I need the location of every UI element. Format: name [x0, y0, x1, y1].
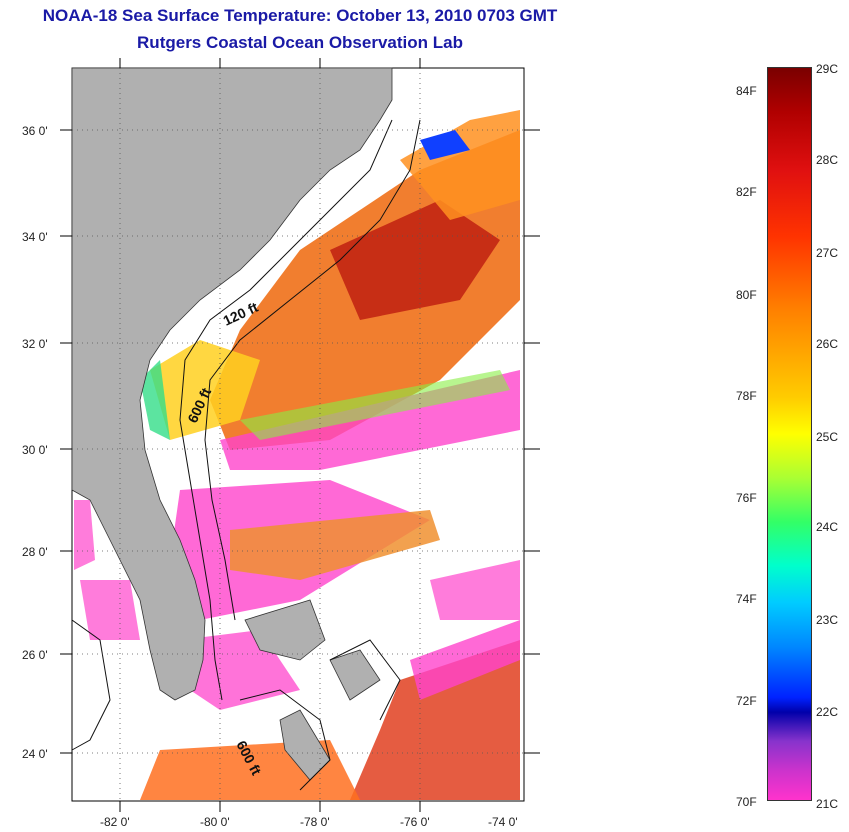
lat-label-28: 28 0' — [22, 545, 48, 559]
legend-label-25c: 25C — [816, 430, 839, 444]
lat-label-26: 26 0' — [22, 648, 48, 662]
legend-label-26c: 26C — [816, 337, 839, 351]
legend-label-72f: 72F — [736, 694, 757, 708]
legend-label-29c: 29C — [816, 62, 839, 76]
legend-label-80f: 80F — [736, 288, 757, 302]
temperature-colorbar — [767, 67, 812, 801]
legend-label-70f: 70F — [736, 795, 757, 809]
legend-label-78f: 78F — [736, 389, 757, 403]
lon-label-74: -74 0' — [488, 815, 518, 829]
lat-label-34: 34 0' — [22, 230, 48, 244]
lon-label-78: -78 0' — [300, 815, 330, 829]
legend-label-27c: 27C — [816, 246, 839, 260]
legend-label-22c: 22C — [816, 705, 839, 719]
legend-label-76f: 76F — [736, 491, 757, 505]
lat-label-30: 30 0' — [22, 443, 48, 457]
map-title: NOAA-18 Sea Surface Temperature: October… — [42, 6, 558, 25]
legend-label-84f: 84F — [736, 84, 757, 98]
lon-label-82: -82 0' — [100, 815, 130, 829]
lat-label-24: 24 0' — [22, 747, 48, 761]
lon-label-80: -80 0' — [200, 815, 230, 829]
graticule — [72, 68, 524, 801]
axis-ticks — [60, 58, 540, 812]
legend-label-28c: 28C — [816, 153, 839, 167]
lat-label-32: 32 0' — [22, 337, 48, 351]
legend-label-23c: 23C — [816, 613, 839, 627]
legend-label-21c: 21C — [816, 797, 839, 811]
lon-label-76: -76 0' — [400, 815, 430, 829]
legend-label-24c: 24C — [816, 520, 839, 534]
lat-label-36: 36 0' — [22, 124, 48, 138]
legend-label-74f: 74F — [736, 592, 757, 606]
legend-label-82f: 82F — [736, 185, 757, 199]
map-subtitle: Rutgers Coastal Ocean Observation Lab — [137, 33, 463, 52]
bathymetry-contours — [71, 119, 421, 791]
